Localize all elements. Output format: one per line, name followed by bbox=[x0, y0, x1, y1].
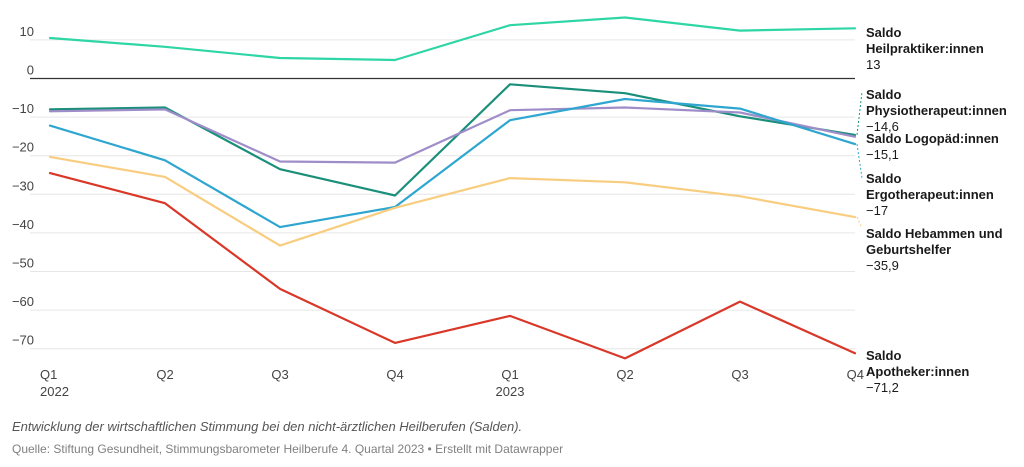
series-label: Apotheker:innen bbox=[866, 364, 969, 379]
series-line-5 bbox=[48, 172, 857, 360]
series-value-label: 13 bbox=[866, 57, 880, 72]
y-tick-label: 10 bbox=[20, 24, 34, 39]
series-label: Saldo bbox=[866, 87, 901, 102]
chart-source: Quelle: Stiftung Gesundheit, Stimmungsba… bbox=[12, 442, 564, 456]
x-tick-label: Q1 bbox=[501, 367, 518, 382]
chart-caption: Entwicklung der wirtschaftlichen Stimmun… bbox=[12, 419, 523, 434]
series-label: Ergotherapeut:innen bbox=[866, 187, 994, 202]
series-label: Saldo bbox=[866, 348, 901, 363]
series-value-label: −35,9 bbox=[866, 258, 899, 273]
series-line-0 bbox=[48, 16, 857, 62]
y-tick-label: −70 bbox=[12, 333, 34, 348]
x-tick-year-label: 2022 bbox=[40, 384, 69, 399]
series-label: Geburtshelfer bbox=[866, 242, 951, 257]
x-tick-label: Q4 bbox=[386, 367, 403, 382]
x-tick-label: Q2 bbox=[616, 367, 633, 382]
series-line-4 bbox=[48, 155, 857, 247]
y-tick-label: −60 bbox=[12, 294, 34, 309]
y-tick-label: 0 bbox=[27, 63, 34, 78]
leader-line-physio bbox=[856, 91, 863, 135]
x-tick-label: Q4 bbox=[847, 367, 864, 382]
x-tick-label: Q3 bbox=[271, 367, 288, 382]
series-label: Saldo bbox=[866, 171, 901, 186]
series-value-label: −15,1 bbox=[866, 147, 899, 162]
series-label: Physiotherapeut:innen bbox=[866, 103, 1007, 118]
x-tick-year-label: 2023 bbox=[496, 384, 525, 399]
series-label: Heilpraktiker:innen bbox=[866, 41, 984, 56]
y-tick-label: −10 bbox=[12, 101, 34, 116]
series-label: Saldo Logopäd:innen bbox=[866, 131, 999, 146]
line-chart: 10 0 −10 −20 −30 −40 −50 −60 −70 Q1 2022 Q2 Q3 Q4 Q1 20… bbox=[12, 16, 1007, 399]
series-line-3 bbox=[48, 97, 857, 229]
x-tick-label: Q1 bbox=[40, 367, 57, 382]
x-tick-label: Q3 bbox=[731, 367, 748, 382]
series-label: Saldo bbox=[866, 25, 901, 40]
y-tick-label: −40 bbox=[12, 217, 34, 232]
leader-line-ergo bbox=[856, 144, 863, 179]
x-tick-label: Q2 bbox=[156, 367, 173, 382]
series-line-2 bbox=[48, 106, 857, 164]
series-value-label: −17 bbox=[866, 203, 888, 218]
y-tick-label: −50 bbox=[12, 256, 34, 271]
series-label: Saldo Hebammen und bbox=[866, 226, 1003, 241]
y-tick-label: −30 bbox=[12, 178, 34, 193]
series-line-1 bbox=[48, 83, 857, 197]
series-value-label: −71,2 bbox=[866, 380, 899, 395]
leader-line-hebammen bbox=[856, 216, 863, 229]
series-value-label: −14,6 bbox=[866, 119, 899, 134]
y-tick-label: −20 bbox=[12, 140, 34, 155]
